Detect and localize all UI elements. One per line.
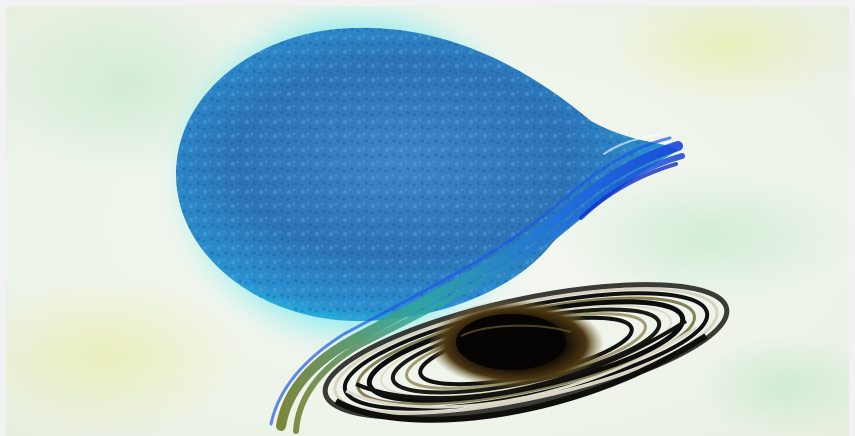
black-hole-shape [428,300,604,388]
matter-stream-shape [269,133,685,434]
space-illustration [6,6,849,436]
accretion-disk-front-arc [334,319,708,423]
star-shape [176,27,678,322]
illustration-svg [6,6,849,436]
